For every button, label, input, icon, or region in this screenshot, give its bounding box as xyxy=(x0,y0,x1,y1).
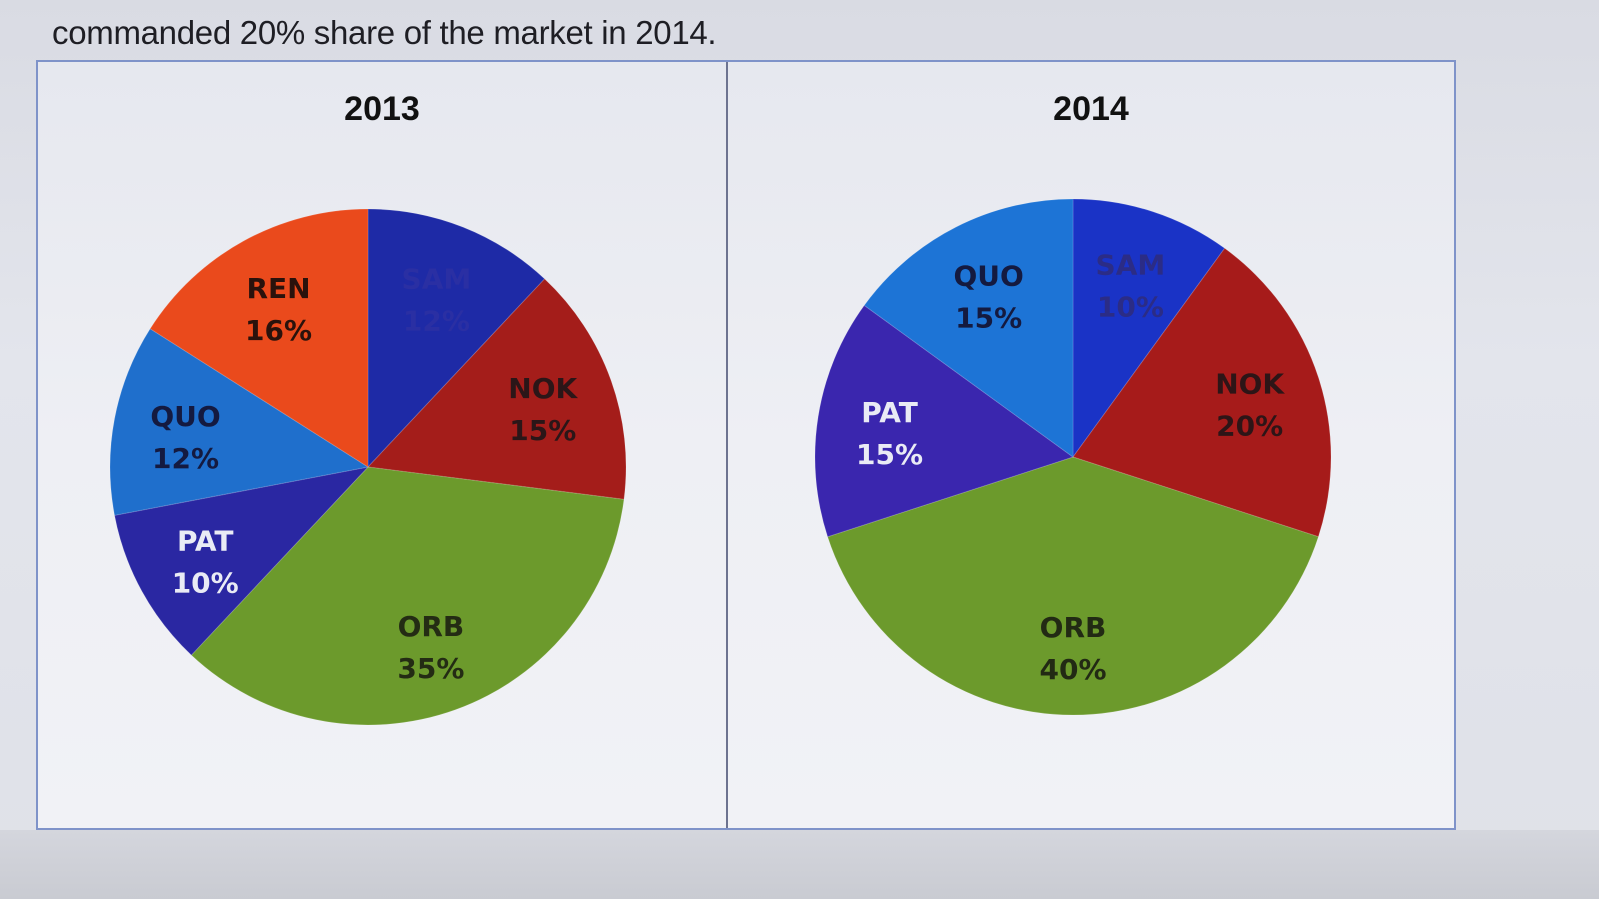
pie-slice-sam-2014 xyxy=(1072,198,1226,459)
pie-chart-2014: SAM 10% NOK 20% ORB 40% PAT 15% QUO 15% xyxy=(814,198,1332,716)
pie-slice-nok-2013 xyxy=(366,278,627,500)
slice-name-label: NOK xyxy=(1215,368,1285,401)
chart-title-2014: 2014 xyxy=(1053,90,1129,128)
caption-text: commanded 20% share of the market in 201… xyxy=(52,14,717,51)
slice-name-label: QUO xyxy=(953,259,1023,292)
pie-slice-ren-2013 xyxy=(149,208,369,468)
slice-name-label: QUO xyxy=(150,400,220,433)
slice-name-label: NOK xyxy=(508,372,578,405)
slice-name-label: SAM xyxy=(402,262,472,295)
slice-value-label: 20% xyxy=(1216,410,1283,443)
pie-slice-orb-2014 xyxy=(826,456,1320,716)
slice-value-label: 12% xyxy=(403,304,470,337)
pie-slice-quo-2013 xyxy=(109,328,370,516)
slice-name-label: ORB xyxy=(398,610,465,643)
chart-frame: 2013 SAM 12% NOK 15% ORB 35% PAT 10% QUO 12% REN 16… xyxy=(36,60,1456,830)
slice-value-label: 12% xyxy=(152,442,219,475)
slice-value-label: 10% xyxy=(172,566,239,599)
pie-chart-2013: SAM 12% NOK 15% ORB 35% PAT 10% QUO 12% REN 16% xyxy=(109,208,627,726)
background-strip xyxy=(0,830,1599,899)
slice-value-label: 15% xyxy=(509,414,576,447)
pie-slice-nok-2014 xyxy=(1072,247,1332,538)
pie-slice-pat-2013 xyxy=(113,466,370,656)
pie-slice-pat-2014 xyxy=(814,304,1075,538)
slice-name-label: REN xyxy=(246,272,310,305)
slice-value-label: 15% xyxy=(856,438,923,471)
pie-slice-orb-2013 xyxy=(190,466,625,726)
pie-slice-quo-2014 xyxy=(863,198,1074,458)
pie-slice-sam-2013 xyxy=(367,208,546,469)
slice-name-label: PAT xyxy=(177,524,234,557)
slice-name-label: PAT xyxy=(861,396,918,429)
chart-panel-2013: 2013 SAM 12% NOK 15% ORB 35% PAT 10% QUO 12% REN 16… xyxy=(38,62,728,828)
slice-value-label: 16% xyxy=(245,314,312,347)
chart-title-2013: 2013 xyxy=(344,90,420,128)
slice-value-label: 35% xyxy=(397,652,464,685)
slice-value-label: 10% xyxy=(1097,290,1164,323)
slice-value-label: 15% xyxy=(955,301,1022,334)
chart-panel-2014: 2014 SAM 10% NOK 20% ORB 40% PAT 15% QUO 15% xyxy=(728,62,1454,828)
slice-name-label: ORB xyxy=(1040,611,1107,644)
slice-name-label: SAM xyxy=(1096,248,1166,281)
slice-value-label: 40% xyxy=(1039,653,1106,686)
